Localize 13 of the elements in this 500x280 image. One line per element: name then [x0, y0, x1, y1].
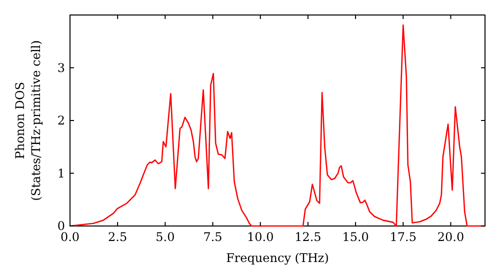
x-tick-label: 10.0: [247, 230, 274, 244]
x-tick-label: 15.0: [342, 230, 369, 244]
x-tick-label: 12.5: [294, 230, 322, 244]
x-tick-label: 7.5: [203, 230, 222, 244]
y-tick-label: 1: [57, 166, 65, 180]
x-tick-label: 17.5: [390, 230, 416, 244]
x-tick-label: 20.0: [437, 230, 464, 244]
x-tick-label: 5.0: [156, 230, 175, 244]
x-tick-label: 2.5: [108, 230, 128, 244]
y-tick-label: 2: [57, 114, 65, 128]
y-axis-title: Phonon DOS (States/THz·primitive cell): [13, 40, 43, 201]
y-tick-label: 3: [57, 60, 65, 75]
x-axis-title: Frequency (THz): [226, 251, 329, 265]
